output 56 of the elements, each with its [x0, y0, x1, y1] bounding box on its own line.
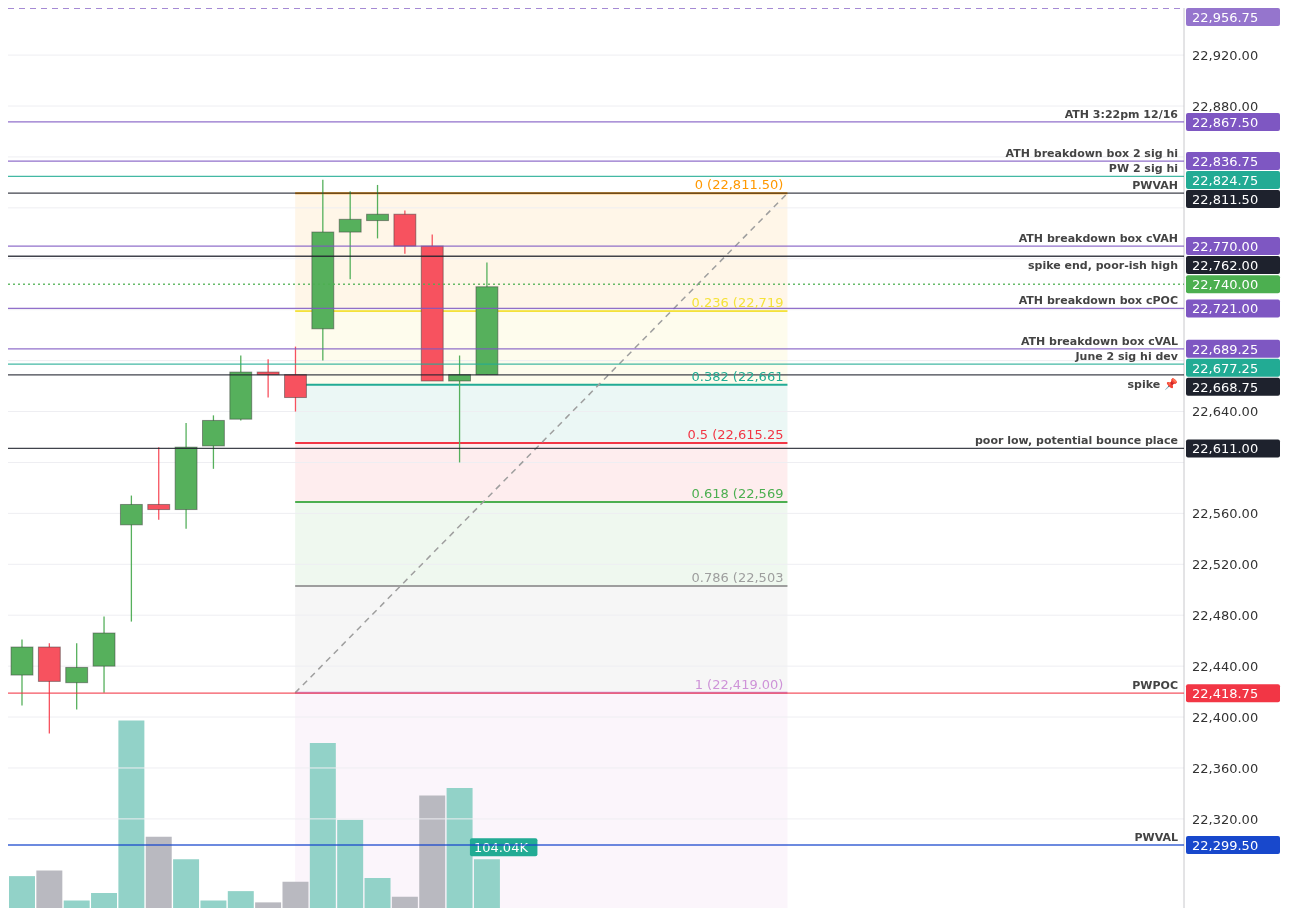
- bar: [36, 870, 63, 908]
- y-tick-label: 22,920.00: [1192, 47, 1259, 63]
- y-tick-label: 22,320.00: [1192, 811, 1259, 827]
- y-tick-label: 22,520.00: [1192, 556, 1259, 572]
- ref-line-label: 22,770.00: [1192, 239, 1259, 255]
- ref-line-label: 22,611.00: [1192, 441, 1259, 457]
- annotation: ATH breakdown box cVAH: [1018, 232, 1178, 246]
- y-tick-label: 22,360.00: [1192, 760, 1259, 776]
- annotation: spike end, poor-ish high: [1028, 259, 1178, 273]
- annotation: 104.04K: [473, 840, 529, 856]
- annotation: ATH breakdown box 2 sig hi: [1005, 147, 1178, 161]
- y-tick-label: 22,880.00: [1192, 98, 1259, 114]
- candlestick: [147, 446, 171, 521]
- bar: [9, 876, 35, 908]
- annotation: PWPOC: [1132, 679, 1178, 693]
- annotation: poor low, potential bounce place: [974, 434, 1178, 448]
- bar: [364, 878, 391, 908]
- ref-line-label: 22,721.00: [1192, 301, 1259, 317]
- candlestick: [338, 190, 362, 280]
- ref-line-label: 22,956.75: [1192, 10, 1259, 25]
- ref-line-label: 22,418.75: [1192, 686, 1259, 702]
- ref-line-label: 22,299.50: [1192, 837, 1259, 853]
- bar: [145, 836, 172, 908]
- ref-line-label: 22,689.25: [1192, 341, 1259, 357]
- ref-line-label: 22,836.75: [1192, 154, 1259, 170]
- annotation: ATH breakdown box cVAL: [1020, 334, 1178, 348]
- candlestick: [65, 642, 89, 711]
- annotation: spike 📌: [1127, 376, 1178, 391]
- ref-line-label: 22,668.75: [1192, 379, 1259, 395]
- ref-line-label: 22,867.50: [1192, 114, 1259, 130]
- annotation: PWVAL: [1134, 830, 1178, 844]
- ref-line-label: 22,677.25: [1192, 360, 1259, 376]
- candlestick: [119, 494, 143, 623]
- y-tick-label: 22,440.00: [1192, 658, 1259, 674]
- y-tick-label: 22,400.00: [1192, 709, 1259, 725]
- ref-line-label: 22,824.75: [1192, 173, 1259, 189]
- band-label: 0.786 (22,503: [691, 569, 784, 585]
- candlestick: [284, 345, 307, 413]
- y-tick-label: 22,640.00: [1192, 404, 1259, 420]
- annotation: PWVAH: [1132, 179, 1178, 193]
- band-label: 1 (22,419.00): [694, 676, 784, 692]
- annotation: PW 2 sig hi: [1108, 162, 1178, 176]
- band-label: 0.236 (22,719: [691, 294, 784, 310]
- ref-line-label: 22,740.00: [1192, 277, 1259, 293]
- annotation: June 2 sig hi dev: [1074, 350, 1179, 364]
- band-label: 0 (22,811.50): [694, 177, 784, 193]
- y-tick-label: 22,480.00: [1192, 607, 1259, 623]
- band-label: 0.618 (22,569: [691, 485, 784, 501]
- band-label: 0.5 (22,615.25: [687, 427, 784, 443]
- ref-line-label: 22,762.00: [1192, 258, 1259, 274]
- y-tick-label: 22,560.00: [1192, 505, 1259, 521]
- candlestick: [366, 184, 389, 240]
- bar: [227, 891, 254, 908]
- annotation: ATH 3:22pm 12/16: [1064, 107, 1179, 121]
- annotation: ATH breakdown box cPOC: [1018, 294, 1178, 308]
- ref-line-label: 22,811.50: [1192, 192, 1259, 208]
